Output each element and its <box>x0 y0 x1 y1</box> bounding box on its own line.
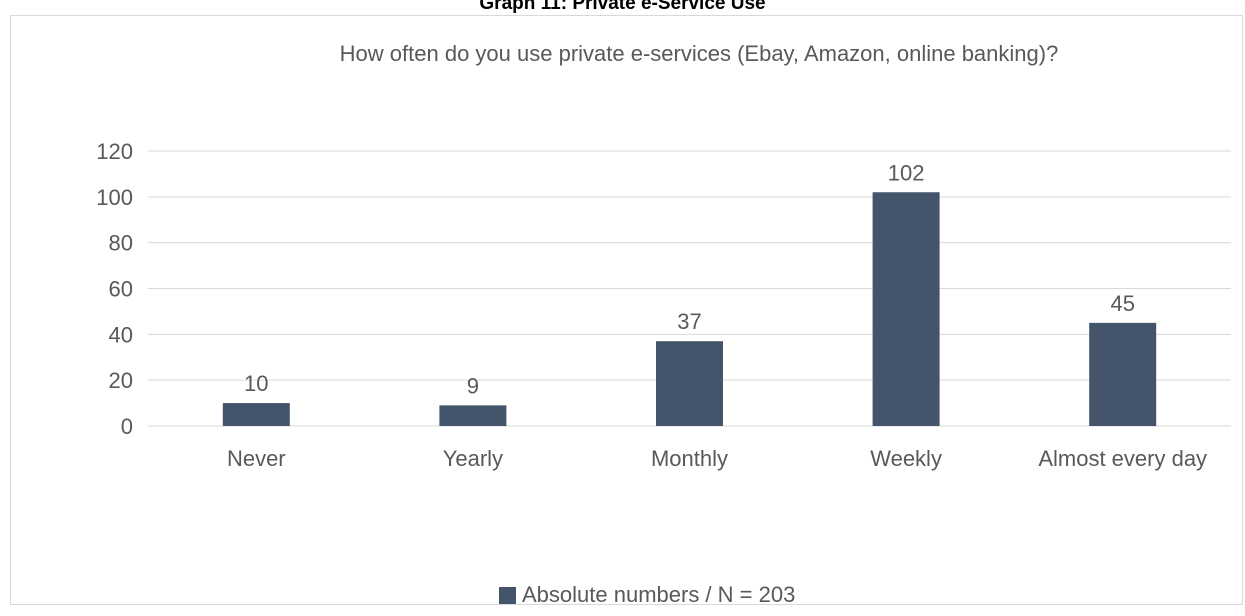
legend-swatch <box>499 587 516 604</box>
bars <box>222 192 1157 426</box>
data-label: 37 <box>677 309 701 334</box>
x-tick-label: Weekly <box>870 446 942 471</box>
y-axis-tick-labels: 0 20 40 60 80 100 120 <box>96 139 133 439</box>
data-label: 102 <box>888 160 925 185</box>
x-tick-label: Yearly <box>443 446 503 471</box>
gridlines <box>148 150 1231 427</box>
data-labels: 10 9 37 102 45 <box>244 160 1135 398</box>
data-label: 45 <box>1110 291 1134 316</box>
data-label: 10 <box>244 371 268 396</box>
y-tick-label: 0 <box>121 414 133 439</box>
y-tick-label: 60 <box>109 277 133 302</box>
bar <box>872 192 940 426</box>
y-tick-label: 40 <box>109 322 133 347</box>
x-axis-tick-labels: Never Yearly Monthly Weekly Almost every day <box>227 446 1207 471</box>
legend-label: Absolute numbers / N = 203 <box>522 582 795 607</box>
figure-caption: Graph 11: Private e-Service Use <box>479 0 766 14</box>
x-tick-label: Never <box>227 446 286 471</box>
y-tick-label: 80 <box>109 231 133 256</box>
bar-chart: How often do you use private e-services … <box>96 41 1231 607</box>
bar <box>656 341 723 426</box>
y-tick-label: 20 <box>109 368 133 393</box>
y-tick-label: 120 <box>96 139 133 164</box>
chart-title: How often do you use private e-services … <box>340 41 1059 66</box>
bar <box>222 403 290 426</box>
x-tick-label: Almost every day <box>1038 446 1207 471</box>
x-tick-label: Monthly <box>651 446 728 471</box>
data-label: 9 <box>467 373 479 398</box>
bar <box>1089 322 1157 426</box>
y-tick-label: 100 <box>96 185 133 210</box>
bar <box>439 405 507 426</box>
chart-frame: How often do you use private e-services … <box>10 15 1243 607</box>
legend: Absolute numbers / N = 203 <box>499 582 795 607</box>
